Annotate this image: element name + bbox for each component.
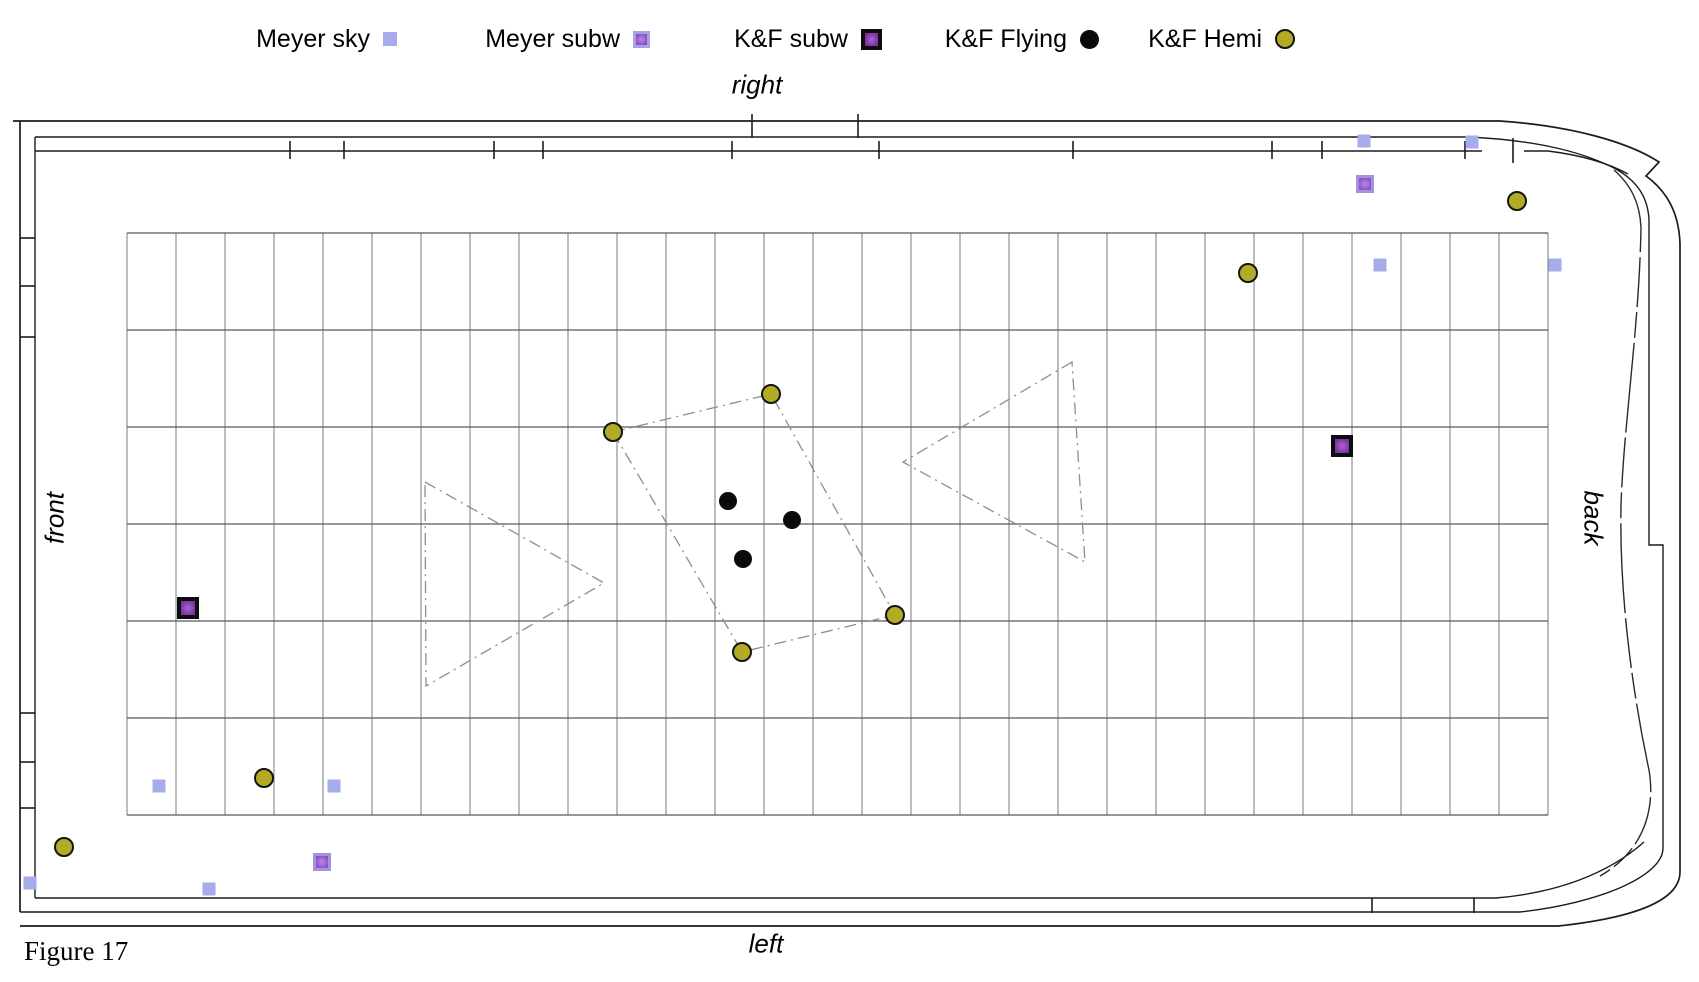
legend-swatch-meyer-sky-icon [383,32,397,46]
legend-item-meyer-sky: Meyer sky [127,22,397,56]
marker-meyer-sky [1548,258,1562,272]
center-quad-outline [611,393,896,653]
outer-wall-path [13,120,1681,927]
legend-label-meyer-sky: Meyer sky [256,24,370,53]
top-wall-ticks [289,114,1514,163]
legend-label-meyer-subw: Meyer subw [485,24,620,53]
legend-swatch-kf-subw-icon [861,28,882,50]
marker-kf-hemi [254,768,274,788]
floor-grid [126,232,1549,816]
marker-kf-hemi [1238,263,1258,283]
legend-label-kf-subw: K&F subw [734,24,848,53]
marker-kf-hemi [732,642,752,662]
marker-meyer-subw [313,853,331,871]
marker-kf-subw [1331,435,1353,457]
marker-kf-subw [177,597,199,619]
marker-kf-hemi [1507,191,1527,211]
legend-item-kf-subw: K&F subw [612,22,882,56]
orientation-label-right: right [731,69,783,100]
marker-meyer-sky [23,876,37,890]
marker-meyer-sky [1465,135,1479,149]
marker-meyer-sky [1357,134,1371,148]
orientation-label-left: left [748,928,784,959]
orientation-label-front: front [39,491,70,545]
bottom-wall-dividers [1371,898,1475,913]
bottom-inner-line [35,841,1645,899]
legend-swatch-kf-flying-icon [1080,29,1099,49]
marker-meyer-sky [327,779,341,793]
legend-swatch-meyer-subw-icon [633,30,650,48]
marker-kf-flying [734,550,752,568]
left-wall-dividers [20,237,35,809]
marker-kf-hemi [54,837,74,857]
marker-meyer-sky [1373,258,1387,272]
left-triangle-outline [424,480,606,688]
marker-kf-hemi [761,384,781,404]
legend-swatch-kf-hemi-icon [1275,29,1295,49]
legend-item-meyer-subw: Meyer subw [380,22,650,56]
marker-meyer-subw [1356,175,1374,193]
marker-kf-hemi [885,605,905,625]
marker-kf-flying [719,492,737,510]
legend-item-kf-hemi: K&F Hemi [1025,22,1295,56]
top-band-stub [1524,150,1629,175]
marker-meyer-sky [202,882,216,896]
legend-item-kf-flying: K&F Flying [829,22,1099,56]
right-triangle-outline [901,360,1086,564]
figure-caption: Figure 17 [24,936,129,966]
orientation-label-back: back [1578,490,1609,546]
marker-meyer-sky [152,779,166,793]
legend-label-kf-hemi: K&F Hemi [1148,24,1262,53]
marker-kf-hemi [603,422,623,442]
legend-label-kf-flying: K&F Flying [944,24,1067,53]
marker-kf-flying [783,511,801,529]
back-curved-wall [1599,169,1652,877]
inner-wall-path [20,136,1664,913]
